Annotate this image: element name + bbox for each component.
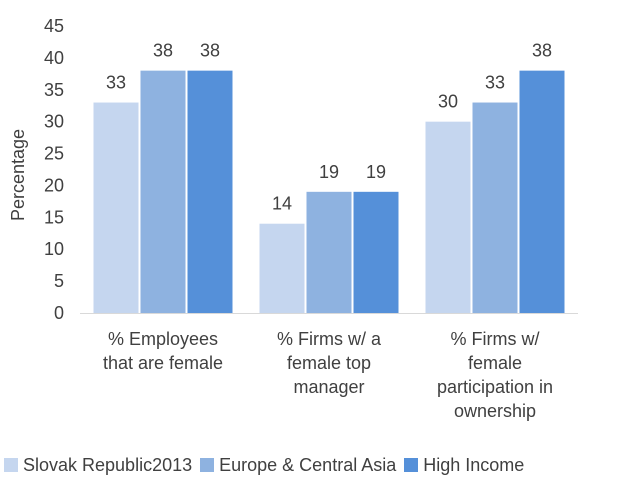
x-tick-label-line: ownership: [454, 401, 536, 421]
bar: [306, 191, 352, 313]
y-tick-label: 30: [44, 112, 64, 132]
bar: [93, 102, 139, 314]
y-tick-label: 5: [54, 271, 64, 291]
legend-label-high-income: High Income: [423, 454, 525, 475]
x-tick-label-line: participation in: [437, 377, 553, 397]
x-tick-label: % Employees that are female: [103, 329, 223, 373]
x-tick-label-line: % Firms w/ a: [277, 329, 382, 349]
x-tick-label-line: % Employees: [108, 329, 218, 349]
bar: [425, 121, 471, 314]
x-tick-label: % Firms w/ a female top manager: [277, 329, 382, 397]
y-axis-label: Percentage: [8, 129, 28, 221]
y-tick-label: 35: [44, 80, 64, 100]
x-tick-label-line: % Firms w/: [451, 329, 540, 349]
data-label: 30: [438, 92, 458, 112]
x-tick-label-line: female top: [287, 353, 371, 373]
legend: Slovak Republic2013 Europe & Central Asi…: [0, 452, 642, 478]
data-label: 38: [153, 41, 173, 61]
bar: [519, 70, 565, 314]
bar: [472, 102, 518, 314]
data-label: 33: [106, 73, 126, 93]
data-label: 38: [532, 41, 552, 61]
legend-label-slovak-republic: Slovak Republic2013: [23, 454, 193, 475]
data-label: 19: [366, 162, 386, 182]
legend-item-high-income: High Income: [404, 455, 524, 476]
y-tick-label: 25: [44, 144, 64, 164]
bar: [353, 191, 399, 313]
x-tick-label-line: female: [468, 353, 522, 373]
y-tick-label: 40: [44, 48, 64, 68]
y-tick-label: 45: [44, 16, 64, 36]
data-label: 14: [272, 194, 292, 214]
data-labels-group: 33 38 38 14 19 19 30 33 38: [106, 41, 552, 214]
data-label: 19: [319, 162, 339, 182]
data-label: 33: [485, 73, 505, 93]
legend-label-europe-central-asia: Europe & Central Asia: [219, 454, 397, 475]
bars-group: [93, 70, 565, 314]
legend-swatch-slovak-republic: [4, 458, 18, 472]
y-tick-label: 15: [44, 207, 64, 227]
x-tick-label-line: manager: [293, 377, 364, 397]
legend-item-europe-central-asia: Europe & Central Asia: [200, 455, 396, 476]
y-tick-label: 20: [44, 175, 64, 195]
data-label: 38: [200, 41, 220, 61]
bar-chart: Percentage 0 5 10 15 20 25 30 35 40 45 33 38 38 14 19…: [8, 16, 578, 421]
legend-swatch-europe-central-asia: [200, 458, 215, 472]
legend-swatch-high-income: [404, 458, 419, 472]
bar: [259, 223, 305, 313]
x-tick-label: % Firms w/female participation in ownershi…: [437, 329, 553, 421]
bar: [187, 70, 233, 314]
x-tick-label-line: that are female: [103, 353, 223, 373]
x-axis-category-labels: % Employees that are female % Firms w/ a fe…: [103, 329, 553, 421]
y-tick-label: 10: [44, 239, 64, 259]
legend-item-slovak-republic: Slovak Republic2013: [4, 455, 192, 476]
bar: [140, 70, 186, 314]
y-axis-ticks: 0 5 10 15 20 25 30 35 40 45: [44, 16, 64, 323]
y-tick-label: 0: [54, 303, 64, 323]
